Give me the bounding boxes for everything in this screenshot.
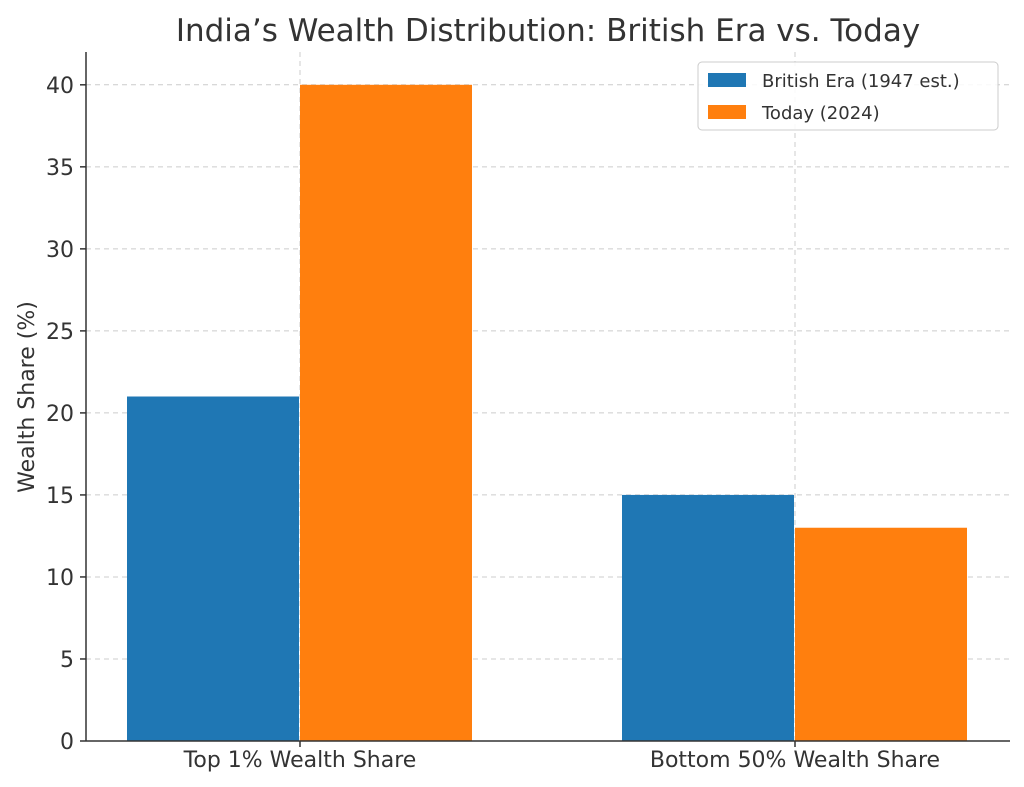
y-tick-label: 5 <box>60 648 74 673</box>
legend-label-today: Today (2024) <box>761 103 880 124</box>
legend-swatch-today <box>708 105 746 119</box>
y-tick-label: 15 <box>46 484 74 509</box>
x-tick-label: Bottom 50% Wealth Share <box>650 748 940 773</box>
legend-label-british-era: British Era (1947 est.) <box>762 71 960 92</box>
chart-title: India’s Wealth Distribution: British Era… <box>176 13 920 49</box>
tick-labels: 0 5 10 15 20 25 30 35 40 Top 1% Wealth Share Botto… <box>46 74 940 773</box>
y-tick-label: 40 <box>46 74 74 99</box>
bar-british-era-top-1 <box>127 396 299 741</box>
axes <box>80 52 1010 747</box>
y-tick-label: 25 <box>46 320 74 345</box>
y-tick-label: 0 <box>60 730 74 755</box>
y-tick-label: 30 <box>46 238 74 263</box>
bars <box>127 84 967 742</box>
y-tick-label: 10 <box>46 566 74 591</box>
y-axis-title: Wealth Share (%) <box>15 301 40 493</box>
legend-swatch-british-era <box>708 73 746 87</box>
x-tick-label: Top 1% Wealth Share <box>183 748 417 773</box>
legend-box <box>697 61 999 131</box>
y-tick-label: 20 <box>46 402 74 427</box>
bar-british-era-bottom-50 <box>622 494 794 741</box>
bar-today-top-1 <box>300 84 472 742</box>
legend: British Era (1947 est.) Today (2024) <box>697 61 999 131</box>
y-tick-label: 35 <box>46 156 74 181</box>
bar-today-bottom-50 <box>795 527 967 741</box>
